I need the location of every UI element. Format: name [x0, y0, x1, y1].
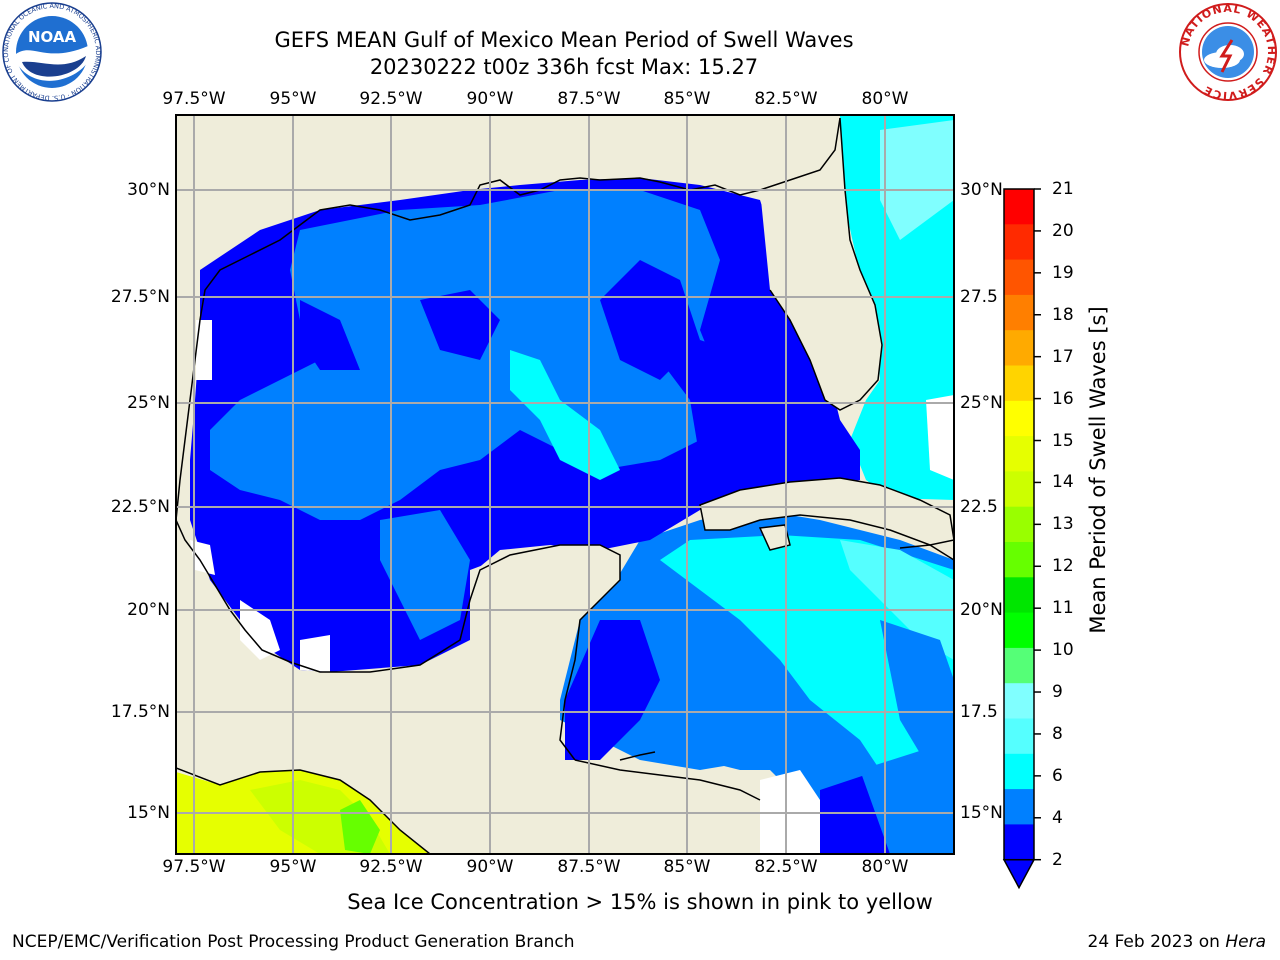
colorbar-tick-label: 12: [1052, 556, 1074, 577]
colorbar-segment: [1004, 718, 1034, 755]
lon-label-bottom: 95°W: [269, 857, 317, 877]
colorbar-segment: [1004, 506, 1034, 543]
chart-title: GEFS MEAN Gulf of Mexico Mean Period of …: [274, 28, 854, 52]
chart-subtitle: 20230222 t00z 336h fcst Max: 15.27: [369, 55, 759, 79]
noaa-logo: NATIONAL OCEANIC AND ATMOSPHERIC ADMINIS…: [0, 0, 102, 106]
lat-label-right: 15°N: [960, 803, 1003, 823]
colorbar-tick-label: 15: [1052, 430, 1074, 451]
lat-label-left: 30°N: [127, 180, 170, 200]
colorbar-segment: [1004, 471, 1034, 508]
colorbar-segment: [1004, 400, 1034, 437]
lon-label-top: 97.5°W: [162, 89, 226, 109]
lon-label-bottom: 87.5°W: [557, 857, 621, 877]
lon-label-bottom: 82.5°W: [754, 857, 818, 877]
lat-label-right: 17.5: [960, 702, 998, 722]
colorbar-segment: [1004, 683, 1034, 719]
footer-branch: NCEP/EMC/Verification Post Processing Pr…: [12, 932, 575, 952]
nws-logo: NATIONAL WEATHER SERVICE: [1178, 2, 1278, 106]
colorbar-tick-label: 10: [1052, 640, 1074, 661]
lon-label-bottom: 90°W: [466, 857, 514, 877]
cuba-island: [700, 478, 954, 545]
sea-ice-note: Sea Ice Concentration > 15% is shown in …: [0, 890, 1280, 914]
colorbar-tick-label: 17: [1052, 346, 1074, 367]
lat-label-left: 20°N: [127, 600, 170, 620]
lon-label-bottom: 92.5°W: [359, 857, 423, 877]
lon-label-top: 87.5°W: [557, 89, 621, 109]
colorbar-tick-label: 6: [1052, 765, 1063, 786]
lon-label-top: 90°W: [466, 89, 514, 109]
colorbar-segment: [1004, 612, 1034, 649]
colorbar-segment: [1004, 224, 1034, 261]
colorbar-tick-label: 8: [1052, 723, 1063, 744]
colorbar-tick-label: 2: [1052, 849, 1063, 870]
colorbar-tick-label: 9: [1052, 682, 1063, 703]
lon-label-top: 85°W: [663, 89, 711, 109]
colorbar-segment: [1004, 542, 1034, 578]
lon-label-top: 80°W: [861, 89, 909, 109]
colorbar-segment: [1004, 789, 1034, 825]
colorbar-extend-arrow: [1002, 858, 1036, 890]
lat-label-right: 25°N: [960, 393, 1003, 413]
colorbar-tick-label: 16: [1052, 388, 1074, 409]
footer-date: 24 Feb 2023 on Hera: [1088, 932, 1266, 952]
colorbar-tick-label: 20: [1052, 220, 1074, 241]
map-frame: [175, 114, 955, 855]
colorbar-tick-label: 4: [1052, 807, 1063, 828]
footer-machine: Hera: [1225, 932, 1266, 952]
colorbar-tick-label: 18: [1052, 304, 1074, 325]
colorbar-tick-label: 13: [1052, 514, 1074, 535]
colorbar-segment: [1004, 330, 1034, 366]
lon-label-bottom: 80°W: [861, 857, 909, 877]
lat-label-left: 27.5°N: [110, 287, 170, 307]
noaa-logo-text: NOAA: [28, 28, 77, 46]
gridlines: [176, 115, 954, 854]
colorbar-tick-label: 14: [1052, 472, 1074, 493]
yucatan-peninsula: [470, 545, 620, 760]
colorbar-tick-label: 21: [1052, 179, 1074, 199]
lon-label-top: 82.5°W: [754, 89, 818, 109]
lat-label-right: 20°N: [960, 600, 1003, 620]
lat-label-right: 30°N: [960, 180, 1003, 200]
lat-label-right: 22.5: [960, 497, 998, 517]
footer-date-text: 24 Feb 2023 on: [1087, 932, 1226, 952]
sea-ice-note-text: Sea Ice Concentration > 15% is shown in …: [347, 890, 933, 914]
colorbar-segment: [1004, 365, 1034, 402]
colorbar-segment: [1004, 294, 1034, 331]
lat-label-left: 25°N: [127, 393, 170, 413]
colorbar-segment: [1004, 647, 1034, 684]
florida-peninsula: [760, 120, 882, 410]
colorbar-segment: [1004, 259, 1034, 296]
colorbar: [1002, 188, 1041, 890]
colorbar-tick-label: 11: [1052, 598, 1074, 619]
lat-label-left: 17.5°N: [110, 702, 170, 722]
lat-label-right: 27.5: [960, 287, 998, 307]
colorbar-tick-label: 19: [1052, 262, 1074, 283]
colorbar-segment: [1004, 577, 1034, 614]
colorbar-segment: [1004, 436, 1034, 472]
lon-label-top: 92.5°W: [359, 89, 423, 109]
lon-label-bottom: 85°W: [663, 857, 711, 877]
lon-label-top: 95°W: [269, 89, 317, 109]
lat-label-left: 15°N: [127, 803, 170, 823]
lat-label-left: 22.5°N: [110, 497, 170, 517]
colorbar-segment: [1004, 189, 1034, 225]
lon-label-bottom: 97.5°W: [162, 857, 226, 877]
colorbar-segment: [1004, 824, 1034, 861]
colorbar-segment: [1004, 753, 1034, 790]
colorbar-label: Mean Period of Swell Waves [s]: [1086, 306, 1110, 634]
